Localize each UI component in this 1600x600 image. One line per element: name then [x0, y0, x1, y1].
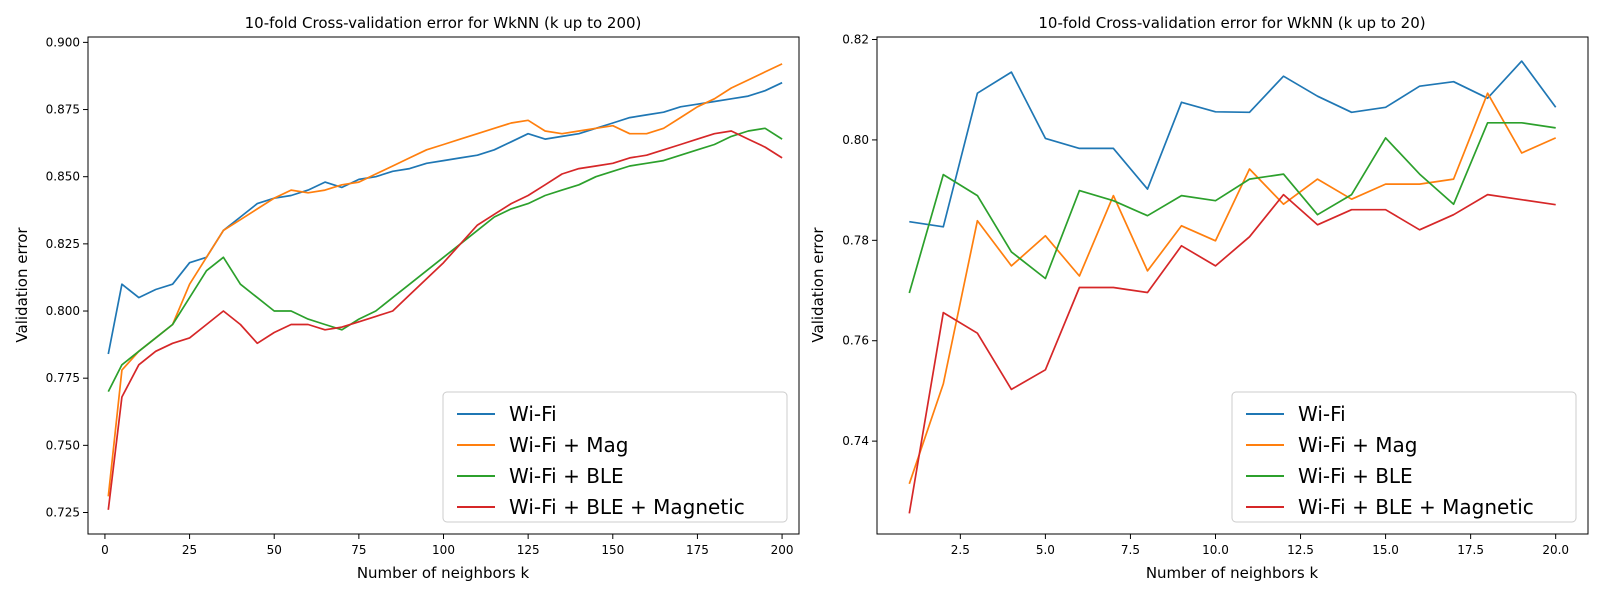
- chart-left-y-ticks: 0.725 0.750 0.775 0.800 0.825 0.850 0.875 0.900: [46, 35, 88, 520]
- chart-left-y-tick-label: 0.775: [46, 371, 80, 385]
- chart-right-x-axis-label: Number of neighbors k: [1146, 564, 1319, 582]
- chart-left-y-tick-label: 0.725: [46, 506, 80, 520]
- chart-right-series-2: [908, 121, 1556, 294]
- chart-left-x-tick-label: 200: [771, 543, 794, 557]
- chart-right-legend-label-3: Wi-Fi + BLE + Magnetic: [1298, 495, 1534, 519]
- chart-left-x-tick-label: 175: [686, 543, 709, 557]
- chart-right-legend-label-0: Wi-Fi: [1298, 402, 1346, 426]
- chart-right-x-tick-label: 15.0: [1372, 543, 1399, 557]
- chart-left-x-tick-label: 100: [432, 543, 455, 557]
- chart-right-series-0: [909, 60, 1557, 228]
- chart-right-series: [908, 60, 1557, 514]
- chart-left-x-tick-label: 50: [267, 543, 282, 557]
- chart-left-y-tick-label: 0.750: [46, 438, 80, 452]
- chart-right-y-tick-label: 0.78: [842, 233, 869, 247]
- chart-left-x-tick-label: 150: [601, 543, 624, 557]
- chart-right-plot-frame: [876, 36, 1589, 535]
- chart-right-y-tick-label: 0.76: [842, 334, 869, 348]
- chart-left-legend-label-0: Wi-Fi: [509, 402, 557, 426]
- chart-left-y-tick-label: 0.850: [46, 170, 80, 184]
- chart-left-y-tick-label: 0.900: [46, 35, 80, 49]
- chart-left-y-axis-label: Validation error: [13, 227, 31, 343]
- chart-right-x-tick-label: 2.5: [951, 543, 970, 557]
- chart-right-y-tick-label: 0.80: [842, 133, 869, 147]
- chart-right-series-1: [908, 92, 1557, 485]
- chart-right-y-tick-label: 0.74: [842, 434, 869, 448]
- chart-left-series-1: [107, 63, 783, 497]
- chart-right-x-ticks: 2.5 5.0 7.5 10.0 12.5 15.0 17.5 20.0: [951, 534, 1569, 557]
- chart-left-x-ticks: 0 25 50 75 100 125 150 175 200: [101, 534, 794, 557]
- chart-right-x-tick-label: 7.5: [1121, 543, 1140, 557]
- chart-right-x-tick-label: 12.5: [1287, 543, 1314, 557]
- chart-right-x-tick-label: 17.5: [1457, 543, 1484, 557]
- chart-left-x-tick-label: 125: [517, 543, 540, 557]
- chart-left-series: [107, 63, 783, 510]
- chart-left-x-tick-label: 0: [101, 543, 109, 557]
- chart-right-x-tick-label: 10.0: [1202, 543, 1229, 557]
- chart-left-y-tick-label: 0.875: [46, 103, 80, 117]
- chart-left-x-axis-label: Number of neighbors k: [357, 564, 530, 582]
- chart-left-legend-label-3: Wi-Fi + BLE + Magnetic: [509, 495, 745, 519]
- chart-left-legend: Wi-Fi Wi-Fi + Mag Wi-Fi + BLE Wi-Fi + BLE +…: [442, 391, 788, 523]
- chart-right: 10-fold Cross-validation error for WkNN …: [809, 14, 1589, 582]
- chart-left-series-3: [107, 130, 783, 510]
- chart-left-legend-label-2: Wi-Fi + BLE: [509, 464, 624, 488]
- chart-left-title: 10-fold Cross-validation error for WkNN …: [245, 14, 642, 32]
- chart-right-series-3: [908, 193, 1556, 514]
- chart-left: 10-fold Cross-validation error for WkNN …: [13, 14, 800, 582]
- chart-left-legend-box: [442, 391, 788, 523]
- chart-left-series-2: [107, 127, 783, 392]
- chart-right-legend-label-2: Wi-Fi + BLE: [1298, 464, 1413, 488]
- chart-left-y-tick-label: 0.800: [46, 304, 80, 318]
- chart-left-y-tick-label: 0.825: [46, 237, 80, 251]
- chart-left-series-0: [107, 81, 783, 355]
- chart-left-x-tick-label: 25: [182, 543, 197, 557]
- chart-right-y-ticks: 0.74 0.76 0.78 0.80 0.82: [842, 33, 877, 448]
- chart-right-y-axis-label: Validation error: [809, 227, 827, 343]
- chart-left-legend-label-1: Wi-Fi + Mag: [509, 433, 628, 457]
- chart-right-title: 10-fold Cross-validation error for WkNN …: [1038, 14, 1425, 32]
- chart-right-x-tick-label: 20.0: [1542, 543, 1569, 557]
- chart-left-x-tick-label: 75: [351, 543, 366, 557]
- chart-right-x-tick-label: 5.0: [1036, 543, 1055, 557]
- chart-right-legend: Wi-Fi Wi-Fi + Mag Wi-Fi + BLE Wi-Fi + BLE +…: [1231, 391, 1577, 523]
- chart-right-y-tick-label: 0.82: [842, 33, 869, 47]
- chart-right-legend-label-1: Wi-Fi + Mag: [1298, 433, 1417, 457]
- chart-right-legend-box: [1231, 391, 1577, 523]
